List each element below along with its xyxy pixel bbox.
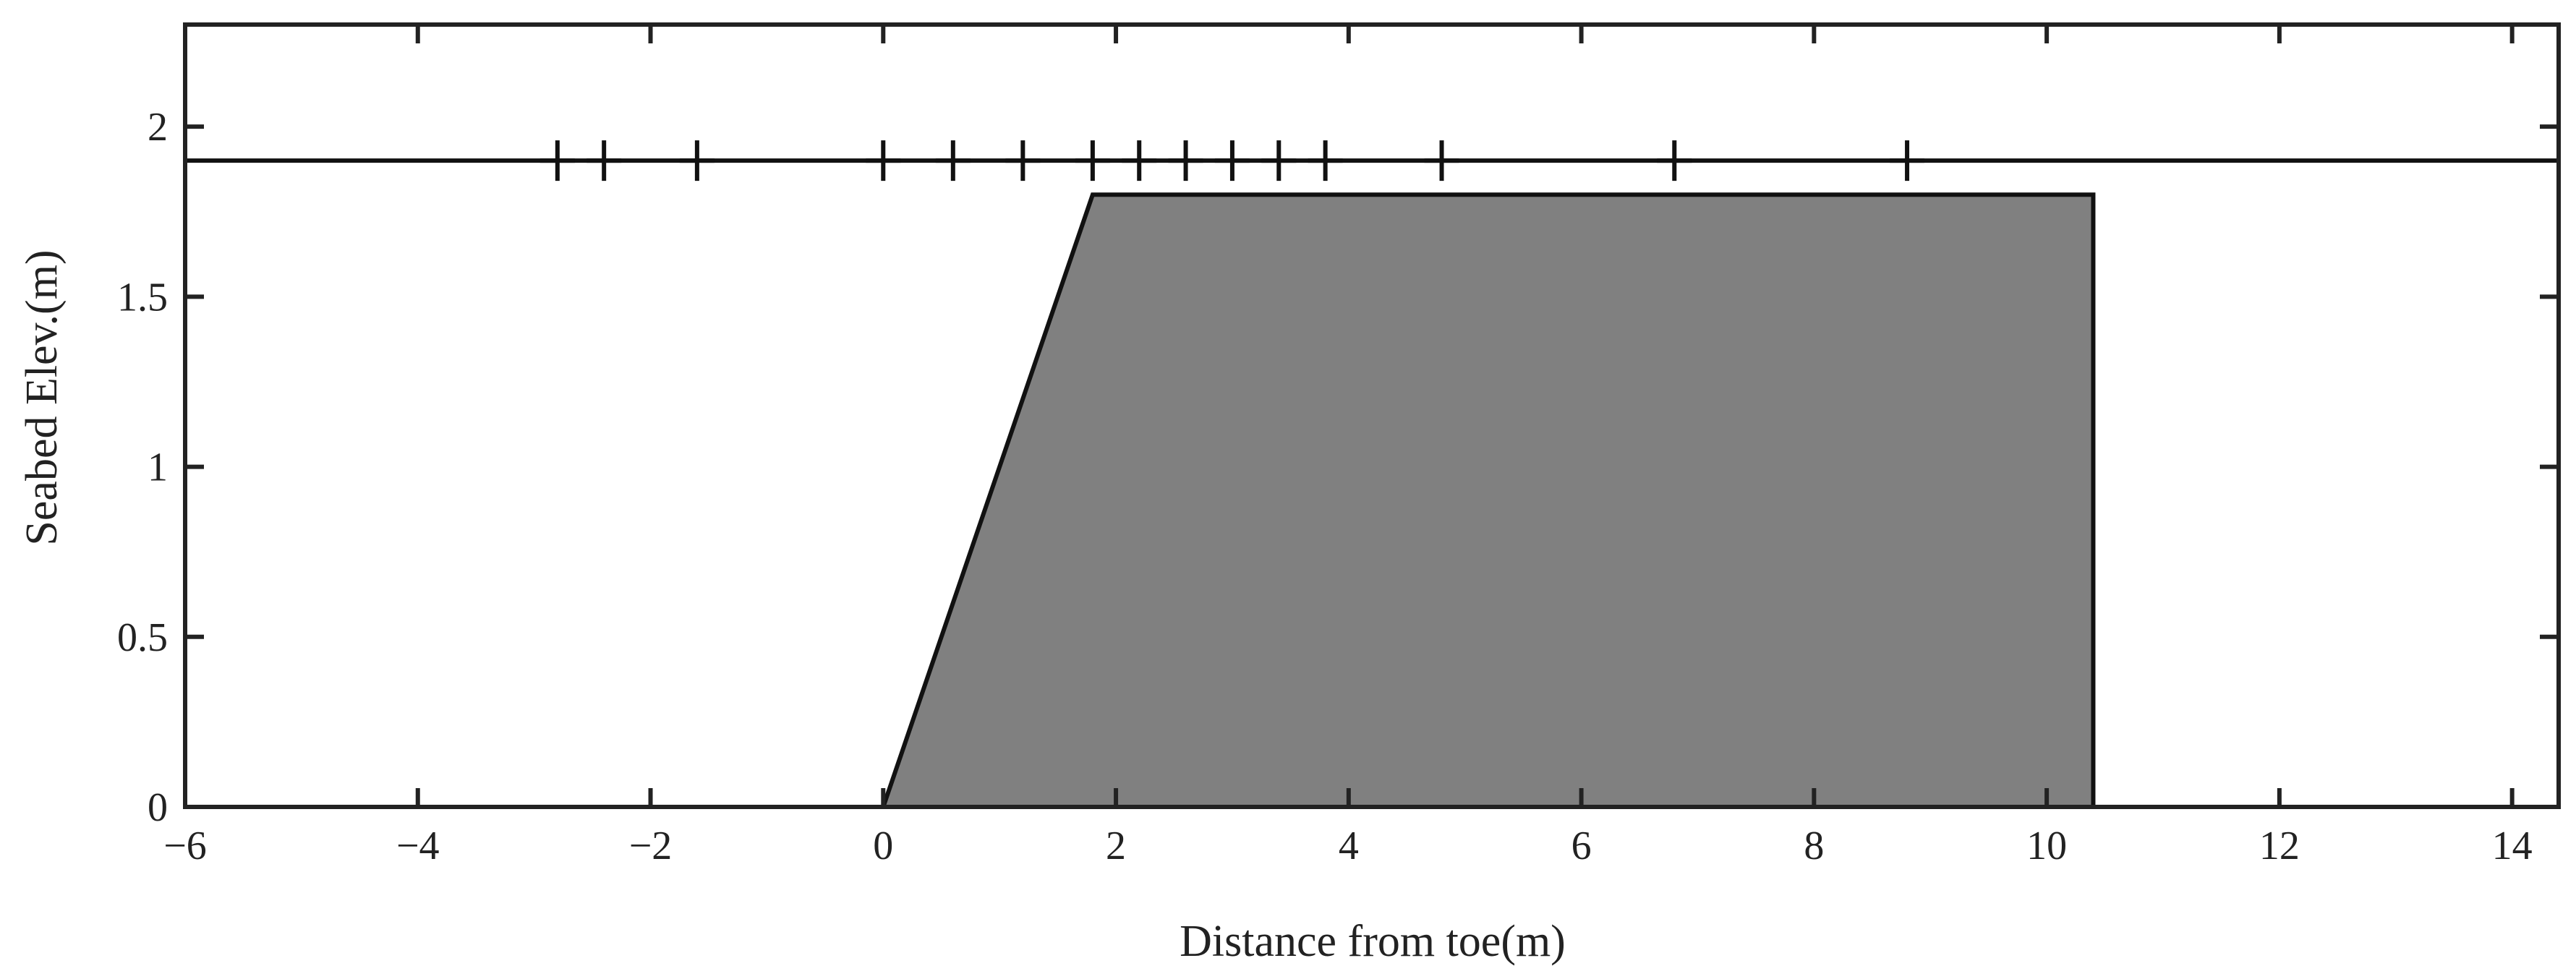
x-tick-label: 6: [1571, 824, 1592, 868]
gauge-marker: [1890, 140, 1925, 181]
gauge-marker: [587, 140, 622, 181]
gauge-marker: [1005, 140, 1041, 181]
x-tick-label: 4: [1339, 824, 1359, 868]
x-tick-label: 2: [1106, 824, 1126, 868]
y-tick-label: 2: [148, 105, 168, 150]
gauge-marker: [1424, 140, 1459, 181]
y-tick-label: 1.5: [117, 275, 168, 320]
gauge-marker: [1168, 140, 1203, 181]
gauge-marker: [539, 140, 575, 181]
breakwater-polygon: [880, 192, 2096, 809]
x-tick-label: 10: [2026, 824, 2067, 868]
y-tick-label: 0: [148, 785, 168, 830]
y-axis-label: Seabed Elev.(m): [17, 249, 67, 545]
x-tick-label: 12: [2259, 824, 2300, 868]
gauge-marker: [935, 140, 971, 181]
gauge-marker: [1308, 140, 1343, 181]
gauge-marker: [1122, 140, 1157, 181]
gauge-marker: [1657, 140, 1692, 181]
gauge-marker: [866, 140, 901, 181]
gauge-marker: [1214, 140, 1250, 181]
x-tick-label: −4: [396, 824, 440, 868]
x-tick-label: −2: [629, 824, 673, 868]
gauge-marker: [1261, 140, 1297, 181]
y-tick-label: 1: [148, 445, 168, 490]
x-tick-label: 8: [1804, 824, 1824, 868]
x-tick-label: 0: [873, 824, 893, 868]
gauge-marker: [1075, 140, 1110, 181]
x-tick-label: 14: [2492, 824, 2533, 868]
x-tick-label: −6: [163, 824, 207, 868]
gauge-marker: [679, 140, 715, 181]
x-axis-label: Distance from toe(m): [1180, 917, 1566, 966]
y-tick-label: 0.5: [117, 615, 168, 660]
axes-frame: [183, 22, 2561, 809]
